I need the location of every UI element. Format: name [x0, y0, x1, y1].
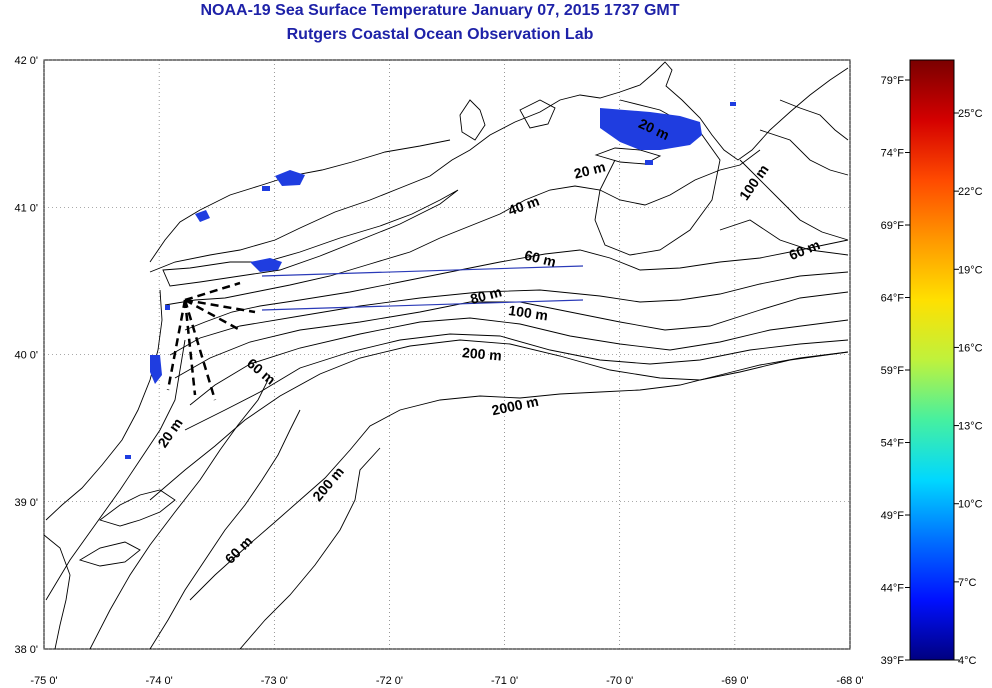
lon-tick-label: -71 0': [491, 675, 518, 687]
axis-ticks: -75 0' -74 0' -73 0' -72 0' -71 0' -70 0' -69 …: [14, 55, 863, 687]
colorbar-f-label: 64°F: [881, 293, 905, 305]
lon-tick-label: -72 0': [376, 675, 403, 687]
colorbar-c-label: 4°C: [958, 655, 977, 667]
colorbar-f-label: 74°F: [881, 148, 905, 160]
colorbar-f-label: 49°F: [881, 510, 905, 522]
nantucket: [594, 147, 662, 165]
bathymetry-contours: [44, 61, 849, 649]
lat-tick-label: 42 0': [14, 55, 38, 67]
colorbar-c-label: 16°C: [958, 342, 983, 354]
map-subtitle: Rutgers Coastal Ocean Observation Lab: [286, 26, 594, 43]
lon-tick-label: -75 0': [30, 675, 57, 687]
colorbar-c-label: 13°C: [958, 421, 983, 433]
colorbar-f-label: 59°F: [881, 365, 905, 377]
lon-tick-label: -68 0': [836, 675, 863, 687]
contour-label: 200 m: [462, 344, 503, 363]
contour-label: 20 m: [572, 158, 607, 181]
colorbar-f-label: 79°F: [881, 75, 905, 87]
lat-tick-label: 38 0': [14, 644, 38, 656]
colorbar-gradient: [909, 59, 955, 661]
coastline-nj: [45, 289, 163, 521]
colorbar-c-label: 22°C: [958, 186, 983, 198]
colorbar-c-label: 10°C: [958, 499, 983, 511]
colorbar-f-label: 39°F: [881, 655, 905, 667]
lat-tick-label: 39 0': [14, 497, 38, 509]
map-title: NOAA-19 Sea Surface Temperature January …: [200, 2, 680, 19]
colorbar-f-label: 69°F: [881, 220, 905, 232]
contour-label: 80 m: [469, 283, 504, 307]
lon-tick-label: -73 0': [261, 675, 288, 687]
lon-tick-label: -69 0': [721, 675, 748, 687]
delaware-coast: [44, 534, 71, 649]
dashed-lines: [166, 281, 256, 401]
contour-label: 100 m: [508, 302, 550, 323]
lon-tick-label: -74 0': [146, 675, 173, 687]
coastline-north: [149, 61, 849, 273]
lat-tick-label: 40 0': [14, 350, 38, 362]
lat-tick-label: 41 0': [14, 202, 38, 214]
transects: [261, 265, 584, 311]
colorbar-c-label: 25°C: [958, 108, 983, 120]
lon-tick-label: -70 0': [606, 675, 633, 687]
colorbar-f-label: 44°F: [881, 583, 905, 595]
coastline-ct: [149, 139, 451, 263]
sst-coverage: [125, 102, 736, 459]
colorbar: 79°F 74°F 69°F 64°F 59°F 54°F 49°F 44°F 39°F 25°C…: [881, 59, 983, 667]
colorbar-c-label: 19°C: [958, 264, 983, 276]
contour-label: 60 m: [523, 247, 558, 270]
plot-frame: [43, 59, 851, 650]
colorbar-c-label: 7°C: [958, 577, 977, 589]
colorbar-f-label: 54°F: [881, 438, 905, 450]
